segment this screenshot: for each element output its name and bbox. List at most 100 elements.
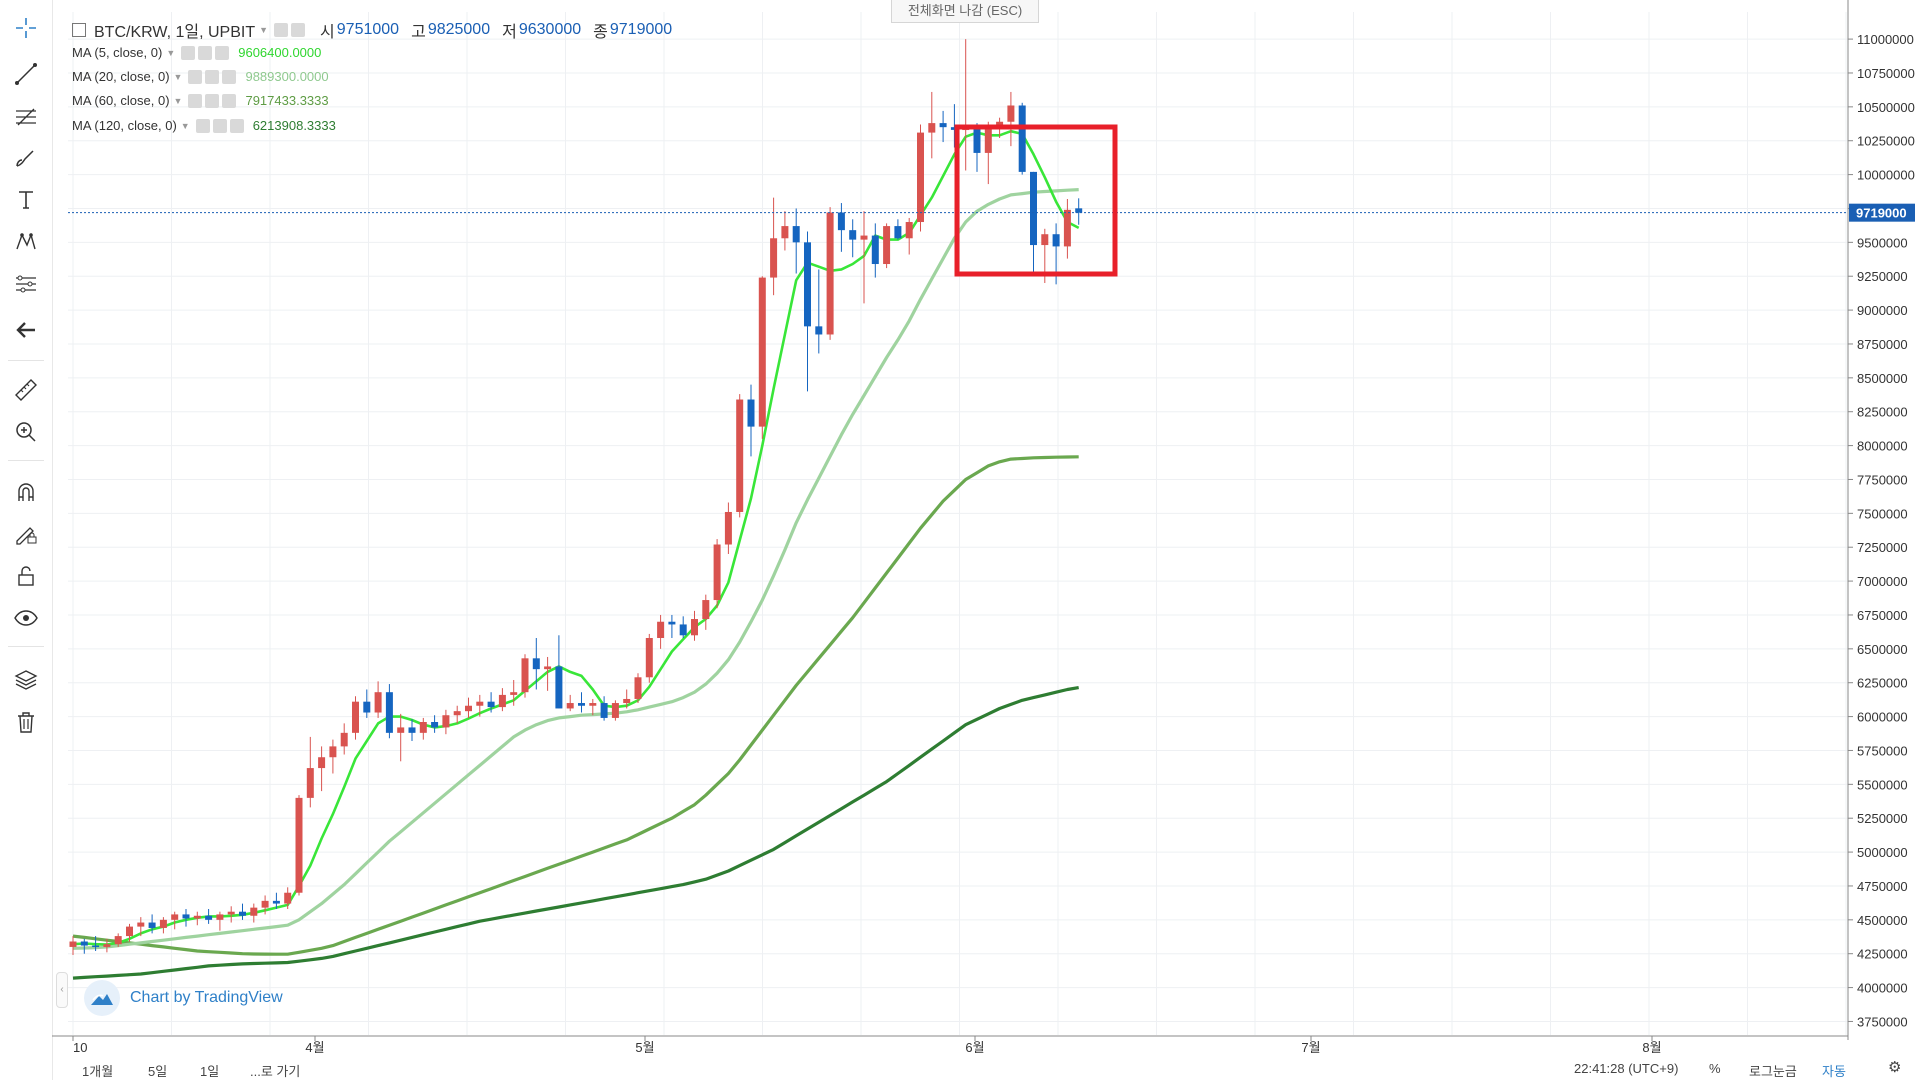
candle[interactable] bbox=[747, 384, 755, 457]
candle[interactable] bbox=[702, 594, 710, 630]
settings-icon[interactable] bbox=[205, 69, 220, 84]
chevron-down-icon[interactable]: ▼ bbox=[166, 47, 176, 58]
range-1m-button[interactable]: 1개월 bbox=[82, 1064, 114, 1079]
candle[interactable] bbox=[555, 635, 563, 709]
candle[interactable] bbox=[984, 121, 992, 185]
candle[interactable] bbox=[532, 637, 540, 690]
candle[interactable] bbox=[973, 123, 981, 172]
candle[interactable] bbox=[578, 692, 585, 713]
candle[interactable] bbox=[363, 689, 371, 718]
candle[interactable] bbox=[261, 895, 269, 915]
candle[interactable] bbox=[826, 207, 834, 340]
candle[interactable] bbox=[883, 223, 891, 269]
candle[interactable] bbox=[465, 697, 472, 718]
candle[interactable] bbox=[498, 688, 506, 712]
candle[interactable] bbox=[837, 203, 845, 252]
indicator-label[interactable]: MA (20, close, 0) bbox=[72, 69, 170, 84]
forecast-tool-icon[interactable] bbox=[10, 268, 42, 300]
candle[interactable] bbox=[724, 502, 732, 554]
range-1d-button[interactable]: 1일 bbox=[200, 1064, 220, 1079]
candle[interactable] bbox=[431, 715, 439, 733]
candle[interactable] bbox=[905, 217, 913, 255]
candle[interactable] bbox=[1018, 102, 1026, 175]
candle[interactable] bbox=[713, 539, 721, 609]
close-icon[interactable] bbox=[222, 93, 237, 108]
chevron-down-icon[interactable]: ▼ bbox=[180, 120, 190, 131]
eye-icon[interactable] bbox=[10, 602, 42, 634]
candle[interactable] bbox=[1007, 91, 1015, 147]
candle[interactable] bbox=[385, 684, 393, 739]
indicator-label[interactable]: MA (120, close, 0) bbox=[72, 118, 177, 133]
auto-scale-toggle[interactable]: 자동 bbox=[1822, 1064, 1846, 1079]
candle[interactable] bbox=[871, 223, 879, 278]
close-icon[interactable] bbox=[215, 45, 230, 60]
y-axis-panel[interactable] bbox=[1848, 0, 1920, 1040]
candle[interactable] bbox=[284, 887, 292, 909]
unlock-icon[interactable] bbox=[10, 560, 42, 592]
candle[interactable] bbox=[205, 908, 213, 924]
goto-date-button[interactable]: ...로 가기 bbox=[250, 1064, 301, 1079]
candle[interactable] bbox=[239, 903, 246, 920]
candle[interactable] bbox=[340, 723, 348, 755]
layers-icon[interactable] bbox=[10, 664, 42, 696]
zoom-in-icon[interactable] bbox=[10, 416, 42, 448]
candle[interactable] bbox=[216, 911, 224, 931]
eye-toggle-icon[interactable] bbox=[274, 23, 289, 37]
candle[interactable] bbox=[103, 938, 111, 953]
candle[interactable] bbox=[917, 124, 924, 232]
log-scale-toggle[interactable]: 로그눈금 bbox=[1749, 1064, 1797, 1079]
trash-icon[interactable] bbox=[10, 706, 42, 738]
candle[interactable] bbox=[487, 692, 495, 713]
collapse-handle-icon[interactable]: ‹ bbox=[56, 972, 68, 1008]
indicator-ma60[interactable]: MA (60, close, 0) ▼ 7917433.3333 bbox=[72, 93, 329, 108]
indicator-label[interactable]: MA (5, close, 0) bbox=[72, 45, 163, 60]
candle[interactable] bbox=[950, 104, 958, 148]
candle[interactable] bbox=[250, 903, 258, 923]
eye-toggle-icon[interactable] bbox=[188, 93, 203, 108]
brush-icon[interactable] bbox=[10, 142, 42, 174]
exit-fullscreen-button[interactable]: 전체화면 나감 (ESC) bbox=[891, 0, 1039, 23]
candle[interactable] bbox=[476, 694, 484, 717]
lock-drawing-icon[interactable] bbox=[10, 518, 42, 550]
candle[interactable] bbox=[408, 719, 416, 741]
candle[interactable] bbox=[159, 917, 167, 934]
candle[interactable] bbox=[634, 673, 642, 704]
tradingview-watermark[interactable]: Chart by TradingView bbox=[84, 980, 283, 1016]
candle[interactable] bbox=[668, 614, 676, 638]
candle[interactable] bbox=[611, 700, 619, 721]
settings-icon[interactable] bbox=[212, 118, 227, 133]
crosshair-icon[interactable] bbox=[10, 12, 42, 44]
range-5d-button[interactable]: 5일 bbox=[148, 1064, 168, 1079]
candle[interactable] bbox=[736, 394, 744, 518]
indicator-label[interactable]: MA (60, close, 0) bbox=[72, 93, 170, 108]
candle[interactable] bbox=[804, 231, 811, 392]
symbol-title[interactable]: BTC/KRW, 1일, UPBIT bbox=[94, 24, 256, 41]
chevron-down-icon[interactable]: ▼ bbox=[259, 25, 269, 35]
candle[interactable] bbox=[600, 696, 608, 721]
settings-icon[interactable] bbox=[198, 45, 213, 60]
settings-icon[interactable] bbox=[205, 93, 220, 108]
indicator-ma120[interactable]: MA (120, close, 0) ▼ 6213908.3333 bbox=[72, 118, 336, 133]
candle[interactable] bbox=[679, 616, 687, 638]
candle[interactable] bbox=[770, 197, 778, 296]
candle[interactable] bbox=[691, 610, 698, 641]
magnet-icon[interactable] bbox=[10, 476, 42, 508]
watermark-text[interactable]: Chart by TradingView bbox=[130, 989, 283, 1006]
candle[interactable] bbox=[92, 936, 100, 951]
candle[interactable] bbox=[453, 705, 461, 724]
percent-toggle[interactable]: % bbox=[1709, 1061, 1721, 1076]
candle[interactable] bbox=[962, 39, 970, 171]
ruler-icon[interactable] bbox=[10, 374, 42, 406]
text-tool-icon[interactable] bbox=[10, 184, 42, 216]
candle[interactable] bbox=[272, 892, 280, 909]
pattern-tool-icon[interactable] bbox=[10, 226, 42, 258]
candle[interactable] bbox=[849, 219, 857, 258]
candle[interactable] bbox=[397, 713, 405, 762]
candle[interactable] bbox=[645, 633, 653, 683]
candle[interactable] bbox=[148, 914, 156, 934]
candle[interactable] bbox=[171, 911, 179, 930]
indicator-ma5[interactable]: MA (5, close, 0) ▼ 9606400.0000 bbox=[72, 45, 321, 60]
trend-line-icon[interactable] bbox=[10, 58, 42, 90]
candle[interactable] bbox=[623, 689, 631, 709]
candle[interactable] bbox=[589, 698, 597, 716]
